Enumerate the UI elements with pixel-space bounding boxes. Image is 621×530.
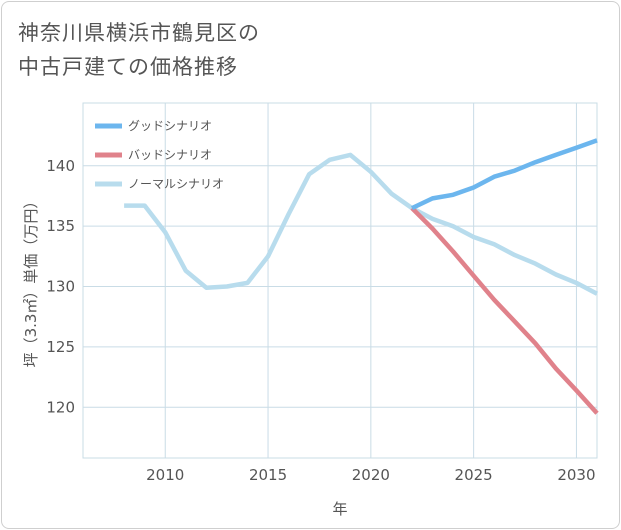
series-line-2 xyxy=(410,206,599,415)
y-tick-label: 135 xyxy=(46,217,75,235)
legend-label-3: ノーマルシナリオ xyxy=(128,177,224,191)
title-line-2: 中古戸建ての価格推移 xyxy=(18,55,238,79)
series-line-3 xyxy=(124,152,599,296)
x-tick-label: 2015 xyxy=(249,466,287,484)
x-tick-label: 2010 xyxy=(146,466,184,484)
series-line-1 xyxy=(411,138,598,211)
legend-label-1: グッドシナリオ xyxy=(128,119,212,133)
y-tick-label: 120 xyxy=(46,398,75,416)
x-axis-label: 年 xyxy=(332,500,347,518)
tick-labels: 2010 2015 2020 2025 2030 120 125 130 135 140 xyxy=(46,157,595,484)
y-tick-label: 125 xyxy=(46,338,75,356)
x-tick-label: 2030 xyxy=(557,466,595,484)
x-tick-label: 2020 xyxy=(352,466,390,484)
grid xyxy=(82,102,598,459)
x-tick-label: 2025 xyxy=(455,466,493,484)
chart-title: 神奈川県横浜市鶴見区の 中古戸建ての価格推移 xyxy=(18,16,260,84)
title-line-1: 神奈川県横浜市鶴見区の xyxy=(18,21,260,45)
series-lines xyxy=(124,138,599,415)
plot-area xyxy=(82,102,598,459)
y-tick-label: 140 xyxy=(46,157,75,175)
legend-label-2: バッドシナリオ xyxy=(128,148,212,162)
y-tick-label: 130 xyxy=(46,278,75,296)
y-axis-label: 坪（3.3㎡）単価（万円） xyxy=(22,194,40,368)
